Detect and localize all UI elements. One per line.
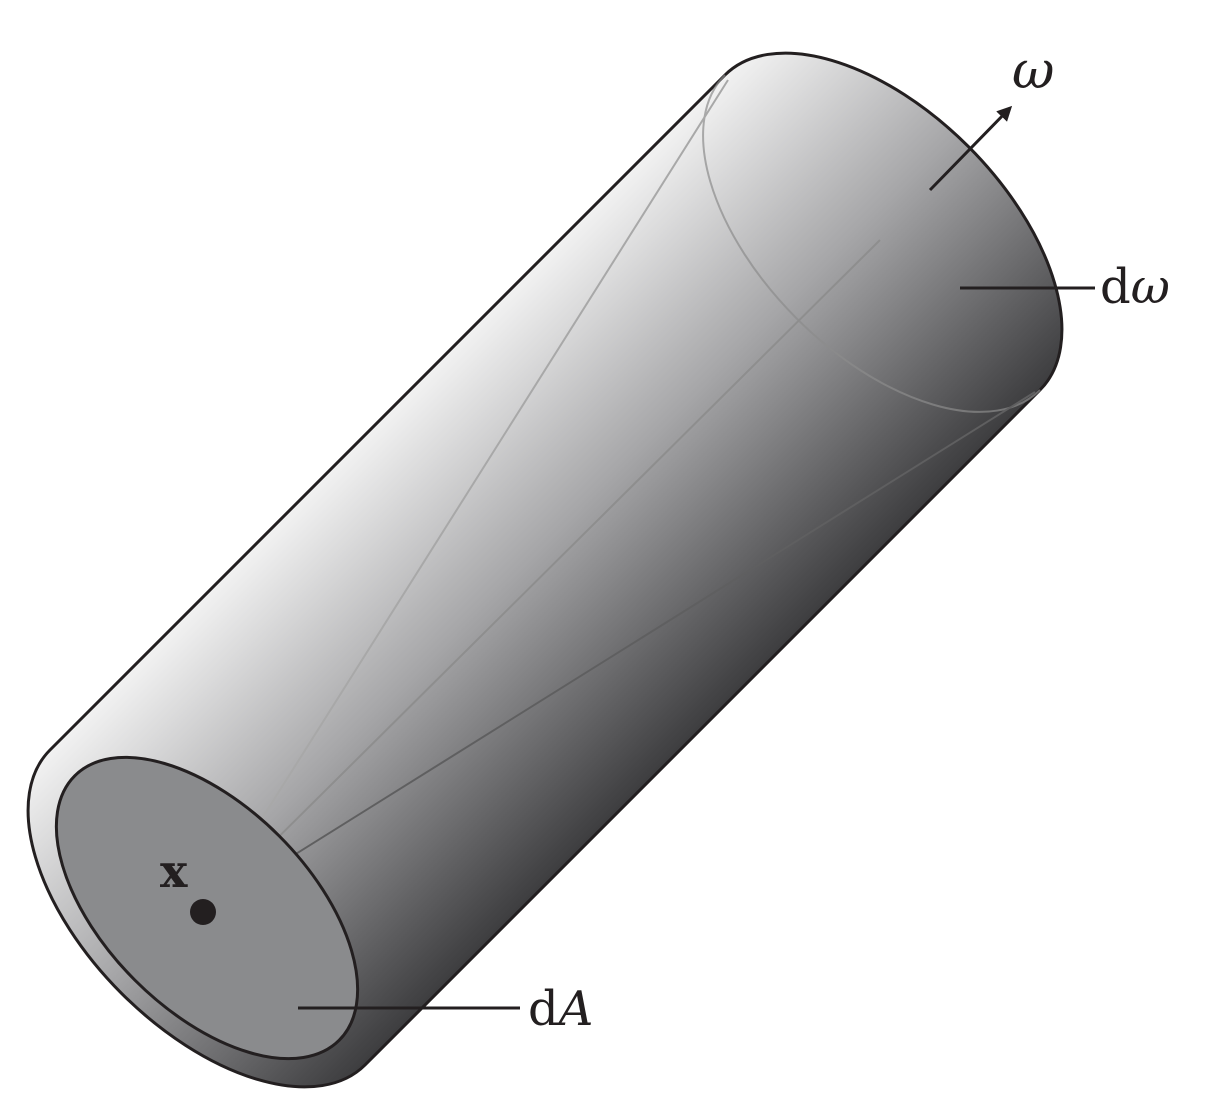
d-area-label-a: A: [555, 981, 594, 1037]
d-area-label: dA: [528, 981, 593, 1037]
d-omega-label: dω: [1100, 259, 1170, 315]
d-omega-label-omega: ω: [1131, 259, 1170, 315]
direction-arrow: [928, 105, 1013, 192]
point-x-label: x: [160, 844, 188, 898]
d-omega-label-d: d: [1100, 259, 1131, 315]
cone-line-lower: [202, 391, 1036, 913]
cone-line-upper: [202, 79, 729, 913]
omega-label: ω: [1012, 41, 1054, 101]
cone-line-middle: [202, 239, 881, 913]
point-x-dot: [190, 899, 216, 925]
d-area-label-d: d: [528, 981, 559, 1037]
far-end-back-rim: [702, 74, 1041, 413]
